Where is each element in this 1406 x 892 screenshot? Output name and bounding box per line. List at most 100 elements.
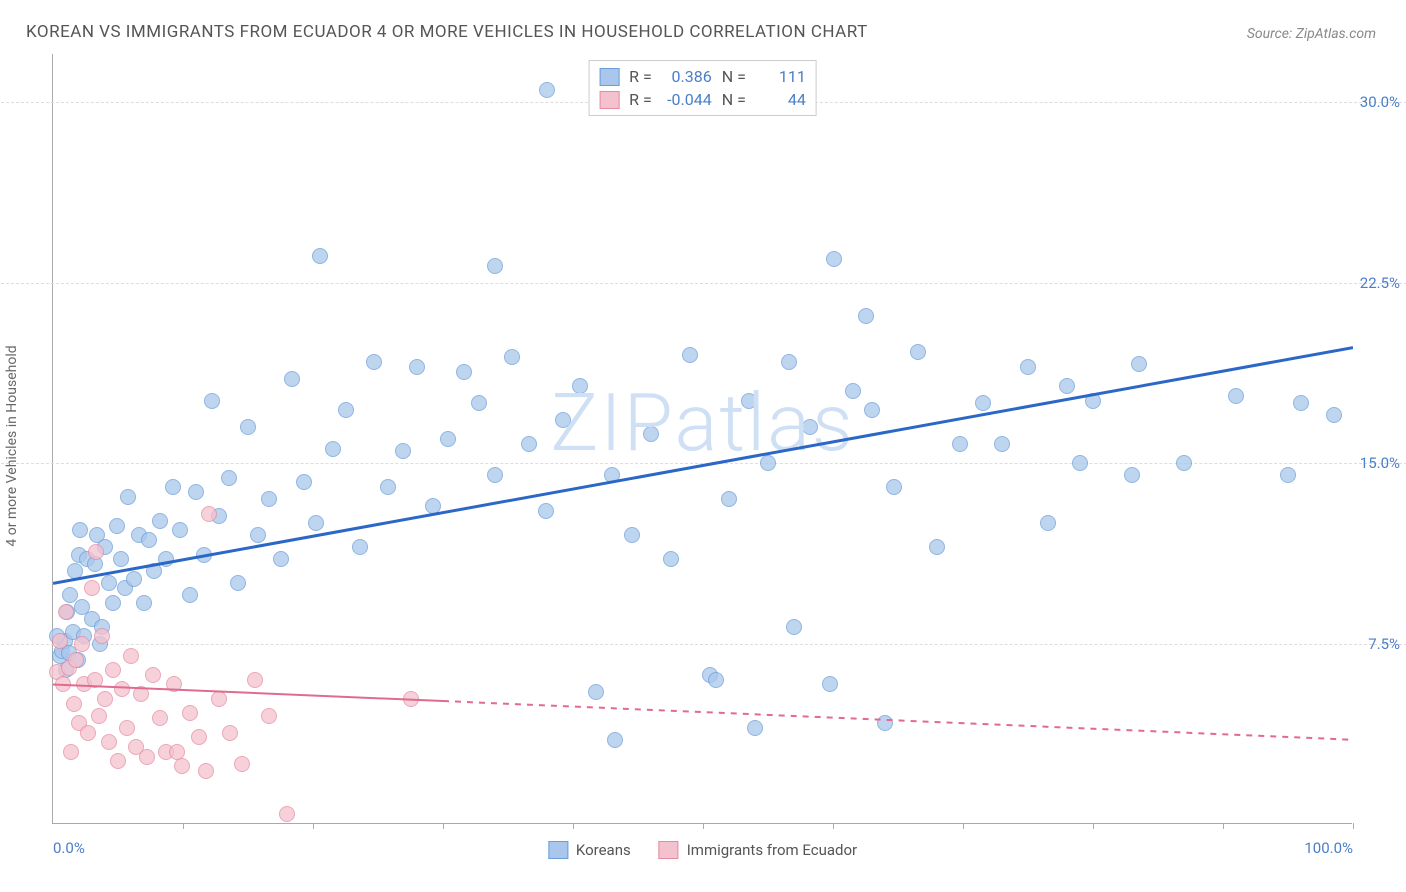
scatter-point <box>308 515 324 531</box>
scatter-point <box>211 691 227 707</box>
scatter-point <box>146 563 162 579</box>
scatter-point <box>994 436 1010 452</box>
scatter-point <box>250 527 266 543</box>
scatter-point <box>864 402 880 418</box>
swatch-ecuador <box>599 91 619 109</box>
scatter-point <box>152 513 168 529</box>
r-value-koreans: 0.386 <box>662 67 712 86</box>
gridline <box>1 463 1406 464</box>
scatter-point <box>910 344 926 360</box>
scatter-point <box>66 696 82 712</box>
scatter-point <box>826 251 842 267</box>
scatter-point <box>338 402 354 418</box>
scatter-point <box>136 595 152 611</box>
scatter-point <box>152 710 168 726</box>
scatter-point <box>119 720 135 736</box>
scatter-point <box>201 506 217 522</box>
scatter-point <box>607 732 623 748</box>
scatter-point <box>604 467 620 483</box>
scatter-point <box>279 806 295 822</box>
chart-title: KOREAN VS IMMIGRANTS FROM ECUADOR 4 OR M… <box>26 22 868 42</box>
scatter-point <box>1293 395 1309 411</box>
x-tick <box>703 823 704 829</box>
scatter-point <box>624 527 640 543</box>
scatter-point <box>88 544 104 560</box>
x-tick <box>833 823 834 829</box>
scatter-point <box>325 441 341 457</box>
scatter-point <box>110 753 126 769</box>
scatter-point <box>708 672 724 688</box>
gridline <box>1 283 1406 284</box>
scatter-point <box>877 715 893 731</box>
x-tick <box>1093 823 1094 829</box>
scatter-point <box>261 491 277 507</box>
scatter-point <box>123 648 139 664</box>
scatter-point <box>886 479 902 495</box>
scatter-point <box>781 354 797 370</box>
scatter-point <box>663 551 679 567</box>
scatter-point <box>94 628 110 644</box>
scatter-point <box>234 756 250 772</box>
y-tick-label: 30.0% <box>1360 93 1400 111</box>
scatter-point <box>141 532 157 548</box>
trendline <box>53 348 1353 584</box>
scatter-point <box>145 667 161 683</box>
scatter-point <box>786 619 802 635</box>
legend-row-koreans: R = 0.386 N = 111 <box>599 65 806 88</box>
scatter-point <box>191 729 207 745</box>
x-tick <box>1223 823 1224 829</box>
scatter-point <box>188 484 204 500</box>
scatter-point <box>395 443 411 459</box>
scatter-point <box>101 575 117 591</box>
bottom-legend-koreans: Koreans <box>548 841 631 859</box>
scatter-point <box>312 248 328 264</box>
scatter-point <box>747 720 763 736</box>
scatter-point <box>133 686 149 702</box>
scatter-point <box>1228 388 1244 404</box>
scatter-point <box>68 652 84 668</box>
scatter-point <box>539 82 555 98</box>
bottom-legend-label: Koreans <box>576 841 631 859</box>
scatter-point <box>572 378 588 394</box>
r-label: R = <box>629 67 652 86</box>
scatter-point <box>230 575 246 591</box>
scatter-point <box>101 734 117 750</box>
scatter-point <box>172 522 188 538</box>
y-axis-label: 4 or more Vehicles in Household <box>4 345 20 546</box>
n-label: N = <box>722 67 746 86</box>
scatter-point <box>139 749 155 765</box>
scatter-point <box>366 354 382 370</box>
scatter-point <box>67 563 83 579</box>
scatter-point <box>74 636 90 652</box>
scatter-point <box>588 684 604 700</box>
scatter-point <box>352 539 368 555</box>
scatter-point <box>380 479 396 495</box>
scatter-point <box>284 371 300 387</box>
x-tick <box>963 823 964 829</box>
bottom-legend: Koreans Immigrants from Ecuador <box>548 841 857 859</box>
scatter-point <box>120 489 136 505</box>
scatter-point <box>158 551 174 567</box>
y-tick-label: 7.5% <box>1368 635 1400 653</box>
scatter-point <box>975 395 991 411</box>
trendlines-layer <box>53 54 1353 824</box>
n-label: N = <box>722 90 746 109</box>
scatter-point <box>55 676 71 692</box>
scatter-point <box>165 479 181 495</box>
scatter-point <box>63 744 79 760</box>
source-attribution: Source: ZipAtlas.com <box>1247 26 1376 42</box>
trendline <box>443 701 1353 740</box>
scatter-point <box>1040 515 1056 531</box>
scatter-point <box>222 725 238 741</box>
scatter-point <box>182 705 198 721</box>
scatter-point <box>471 395 487 411</box>
scatter-point <box>261 708 277 724</box>
x-tick <box>443 823 444 829</box>
scatter-point <box>80 725 96 741</box>
bottom-legend-label: Immigrants from Ecuador <box>687 841 857 859</box>
scatter-point <box>247 672 263 688</box>
scatter-point <box>91 708 107 724</box>
scatter-point <box>221 470 237 486</box>
scatter-point <box>87 672 103 688</box>
scatter-point <box>456 364 472 380</box>
